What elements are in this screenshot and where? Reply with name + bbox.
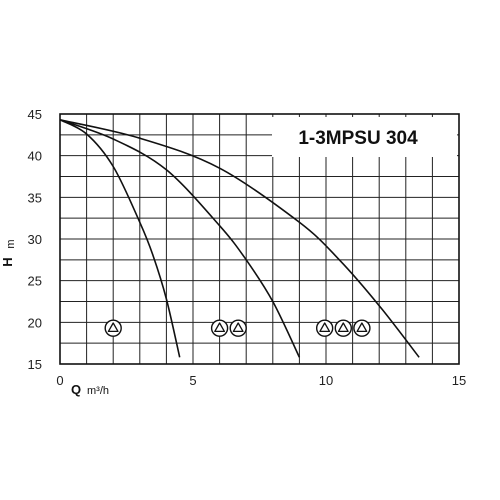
y-tick-label: 40 bbox=[28, 149, 42, 164]
pump-icon bbox=[210, 319, 229, 337]
y-axis-title: H bbox=[0, 257, 15, 266]
x-tick-label: 10 bbox=[319, 373, 333, 388]
performance-curves bbox=[59, 119, 420, 358]
chart-title: 1-3MPSU 304 bbox=[298, 128, 418, 149]
x-axis-title: Q bbox=[71, 382, 81, 397]
y-tick-label: 45 bbox=[28, 107, 42, 122]
y-tick-label: 30 bbox=[28, 232, 42, 247]
curve-1-pump bbox=[59, 119, 181, 358]
pump-icon bbox=[315, 319, 334, 337]
curve-2-pump bbox=[59, 119, 301, 358]
pump-icon bbox=[353, 319, 371, 337]
y-tick-label: 25 bbox=[28, 274, 42, 289]
y-tick-label: 20 bbox=[28, 315, 42, 330]
pump-count-symbols bbox=[104, 319, 371, 337]
y-tick-label: 35 bbox=[28, 190, 42, 205]
y-tick-labels: 15 20 25 30 35 40 45 bbox=[28, 107, 42, 372]
x-tick-labels: 0 5 10 15 bbox=[56, 373, 466, 388]
x-axis-unit: m³/h bbox=[87, 385, 109, 397]
title-box: 1-3MPSU 304 bbox=[272, 117, 457, 157]
y-axis-unit: m bbox=[5, 239, 17, 248]
x-tick-label: 0 bbox=[56, 373, 63, 388]
y-tick-label: 15 bbox=[28, 357, 42, 372]
pump-icon bbox=[104, 319, 122, 337]
x-tick-label: 5 bbox=[189, 373, 196, 388]
curve-3-pump bbox=[59, 119, 420, 358]
pump-icon bbox=[229, 319, 247, 337]
x-tick-label: 15 bbox=[452, 373, 466, 388]
plot-frame bbox=[59, 113, 460, 365]
pump-icon bbox=[334, 319, 352, 337]
